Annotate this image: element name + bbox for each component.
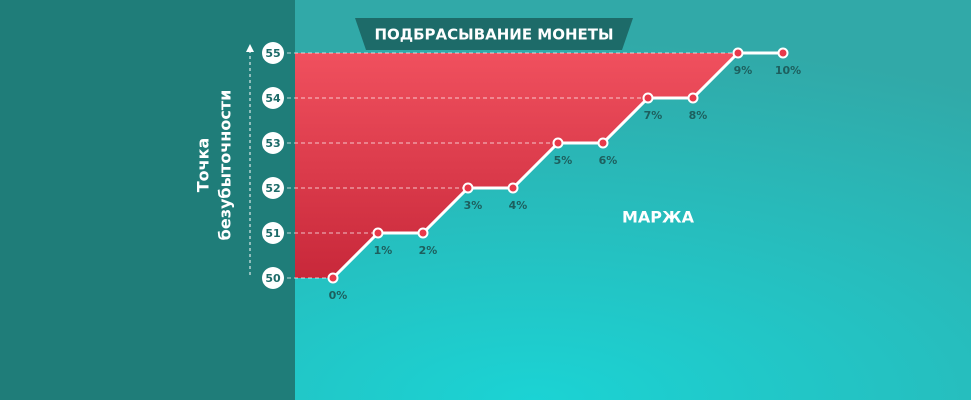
point-label: 1% (374, 244, 393, 257)
point-label: 8% (689, 109, 708, 122)
chart-title: ПОДБРАСЫВАНИЕ МОНЕТЫ (374, 26, 613, 44)
y-tick-badge (262, 267, 284, 289)
y-axis-label: безубыточности (216, 90, 235, 241)
point-label: 3% (464, 199, 483, 212)
point (507, 182, 519, 194)
side-panel (0, 0, 295, 400)
y-tick-label: 51 (265, 227, 280, 240)
y-tick-label: 53 (265, 137, 280, 150)
point-label: 2% (419, 244, 438, 257)
point (642, 92, 654, 104)
area (295, 53, 783, 278)
y-tick-label: 50 (265, 272, 281, 285)
title-banner (355, 18, 633, 50)
point (462, 182, 474, 194)
point-label: 10% (775, 64, 801, 77)
y-axis-arrowhead (246, 44, 254, 52)
point (732, 47, 744, 59)
x-axis-label: МАРЖА (622, 208, 695, 227)
y-tick-badge (262, 222, 284, 244)
y-tick-badge (262, 42, 284, 64)
point (552, 137, 564, 149)
point-label: 7% (644, 109, 663, 122)
point (777, 47, 789, 59)
point-label: 5% (554, 154, 573, 167)
point (327, 272, 339, 284)
y-tick-label: 54 (265, 92, 281, 105)
point (597, 137, 609, 149)
point-label: 4% (509, 199, 528, 212)
point (372, 227, 384, 239)
point-label: 0% (329, 289, 348, 302)
y-tick-label: 52 (265, 182, 280, 195)
y-tick-label: 55 (265, 47, 280, 60)
point (687, 92, 699, 104)
y-tick-badge (262, 87, 284, 109)
point (417, 227, 429, 239)
y-tick-badge (262, 177, 284, 199)
y-tick-badge (262, 132, 284, 154)
point-label: 6% (599, 154, 618, 167)
y-axis-label: Точка (194, 138, 213, 193)
point-label: 9% (734, 64, 753, 77)
